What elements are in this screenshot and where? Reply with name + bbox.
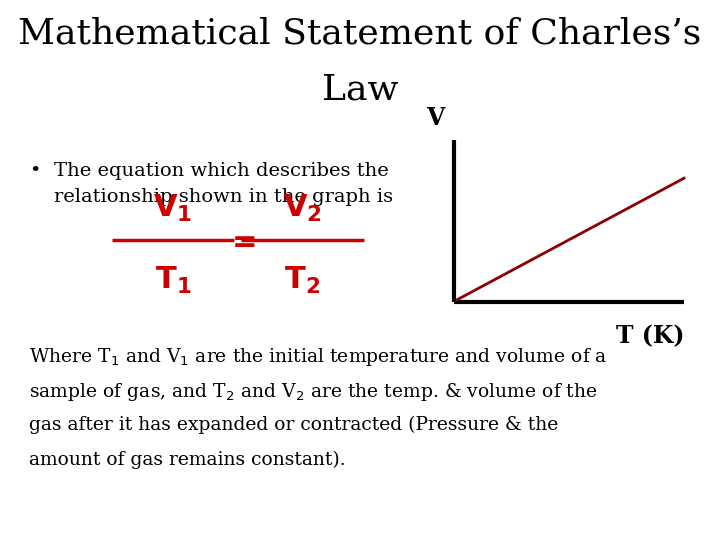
Text: •: • (29, 162, 40, 180)
Text: The equation which describes the
relationship shown in the graph is: The equation which describes the relatio… (54, 162, 393, 206)
Text: V: V (426, 106, 445, 130)
Text: sample of gas, and T$_2$ and V$_2$ are the temp. & volume of the: sample of gas, and T$_2$ and V$_2$ are t… (29, 381, 598, 403)
Text: $\mathbf{V_1}$: $\mathbf{V_1}$ (153, 193, 192, 224)
Text: gas after it has expanded or contracted (Pressure & the: gas after it has expanded or contracted … (29, 416, 558, 434)
Text: T (K): T (K) (616, 324, 684, 348)
Text: $\mathbf{T_1}$: $\mathbf{T_1}$ (155, 265, 191, 296)
Text: Law: Law (322, 73, 398, 107)
Text: Mathematical Statement of Charles’s: Mathematical Statement of Charles’s (19, 16, 701, 50)
Text: $\mathbf{V_2}$: $\mathbf{V_2}$ (283, 193, 322, 224)
Text: amount of gas remains constant).: amount of gas remains constant). (29, 451, 346, 469)
Text: Where T$_1$ and V$_1$ are the initial temperature and volume of a: Where T$_1$ and V$_1$ are the initial te… (29, 346, 607, 368)
Text: $\mathbf{=}$: $\mathbf{=}$ (226, 226, 256, 255)
Text: $\mathbf{T_2}$: $\mathbf{T_2}$ (284, 265, 320, 296)
